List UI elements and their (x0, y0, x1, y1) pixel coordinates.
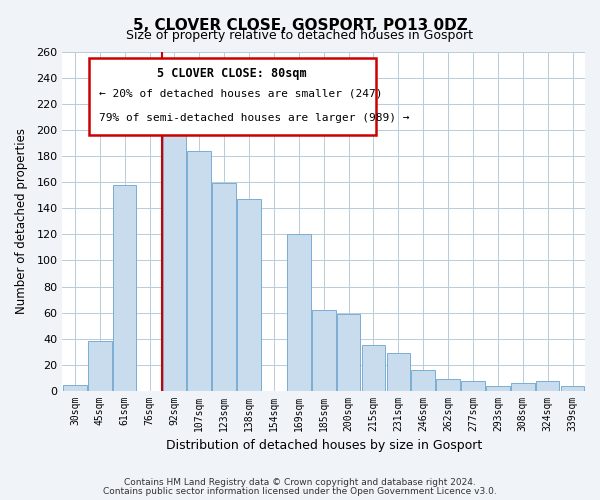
Text: 79% of semi-detached houses are larger (989) →: 79% of semi-detached houses are larger (… (99, 112, 410, 122)
Bar (461, 380, 485, 391)
Bar (561, 386, 584, 391)
Bar (536, 380, 559, 391)
FancyBboxPatch shape (89, 58, 376, 134)
Text: 5 CLOVER CLOSE: 80sqm: 5 CLOVER CLOSE: 80sqm (157, 67, 307, 80)
Bar (63, 384, 87, 391)
Bar (511, 383, 535, 391)
Bar (187, 151, 211, 391)
Bar (287, 234, 311, 391)
Bar (362, 346, 385, 391)
Bar (113, 184, 136, 391)
Bar (337, 314, 361, 391)
Bar (163, 106, 186, 391)
Text: Contains HM Land Registry data © Crown copyright and database right 2024.: Contains HM Land Registry data © Crown c… (124, 478, 476, 487)
Y-axis label: Number of detached properties: Number of detached properties (15, 128, 28, 314)
Text: Contains public sector information licensed under the Open Government Licence v3: Contains public sector information licen… (103, 486, 497, 496)
Bar (412, 370, 435, 391)
Bar (88, 342, 112, 391)
Text: 5, CLOVER CLOSE, GOSPORT, PO13 0DZ: 5, CLOVER CLOSE, GOSPORT, PO13 0DZ (133, 18, 467, 32)
X-axis label: Distribution of detached houses by size in Gosport: Distribution of detached houses by size … (166, 440, 482, 452)
Text: Size of property relative to detached houses in Gosport: Size of property relative to detached ho… (127, 29, 473, 42)
Bar (237, 199, 261, 391)
Bar (312, 310, 335, 391)
Bar (212, 184, 236, 391)
Bar (436, 380, 460, 391)
Text: ← 20% of detached houses are smaller (247): ← 20% of detached houses are smaller (24… (99, 89, 383, 99)
Bar (386, 353, 410, 391)
Bar (486, 386, 510, 391)
